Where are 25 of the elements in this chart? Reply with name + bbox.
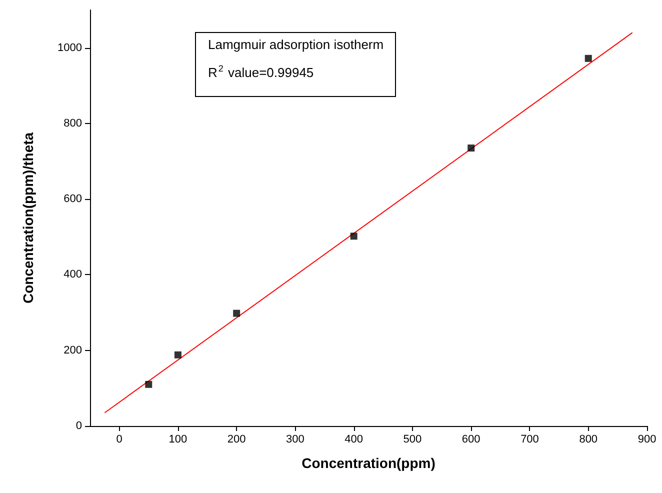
x-tick-label: 900	[638, 434, 656, 446]
point	[145, 380, 152, 388]
x-tick-label: 600	[462, 434, 480, 446]
x-tick-label: 300	[286, 434, 304, 446]
point	[233, 310, 240, 317]
point	[468, 144, 475, 152]
x-tick-label: 700	[520, 434, 539, 446]
point	[584, 54, 592, 62]
annotation: Lamgmuir adsorption isotherm	[208, 37, 384, 52]
x-tick-label: 100	[168, 434, 188, 446]
y-tick-label: 400	[64, 268, 82, 281]
y-tick-label: 800	[64, 117, 82, 130]
x-axis-title: Concentration(ppm)	[302, 455, 436, 471]
y-tick-label: 1000	[58, 42, 82, 54]
x-tick-label: 800	[579, 434, 598, 446]
point	[350, 232, 358, 240]
x-tick-label: 500	[403, 434, 422, 446]
x-tick-label: 200	[227, 434, 246, 446]
y-tick-label: 0	[76, 420, 82, 432]
x-tick-label: 400	[344, 434, 364, 446]
x-tick-label: 0	[116, 434, 122, 446]
y-axis-title: Concentration(ppm)/theta	[20, 132, 36, 304]
point	[174, 351, 182, 358]
y-tick-label: 600	[64, 193, 82, 206]
y-tick-label: 200	[64, 344, 82, 356]
